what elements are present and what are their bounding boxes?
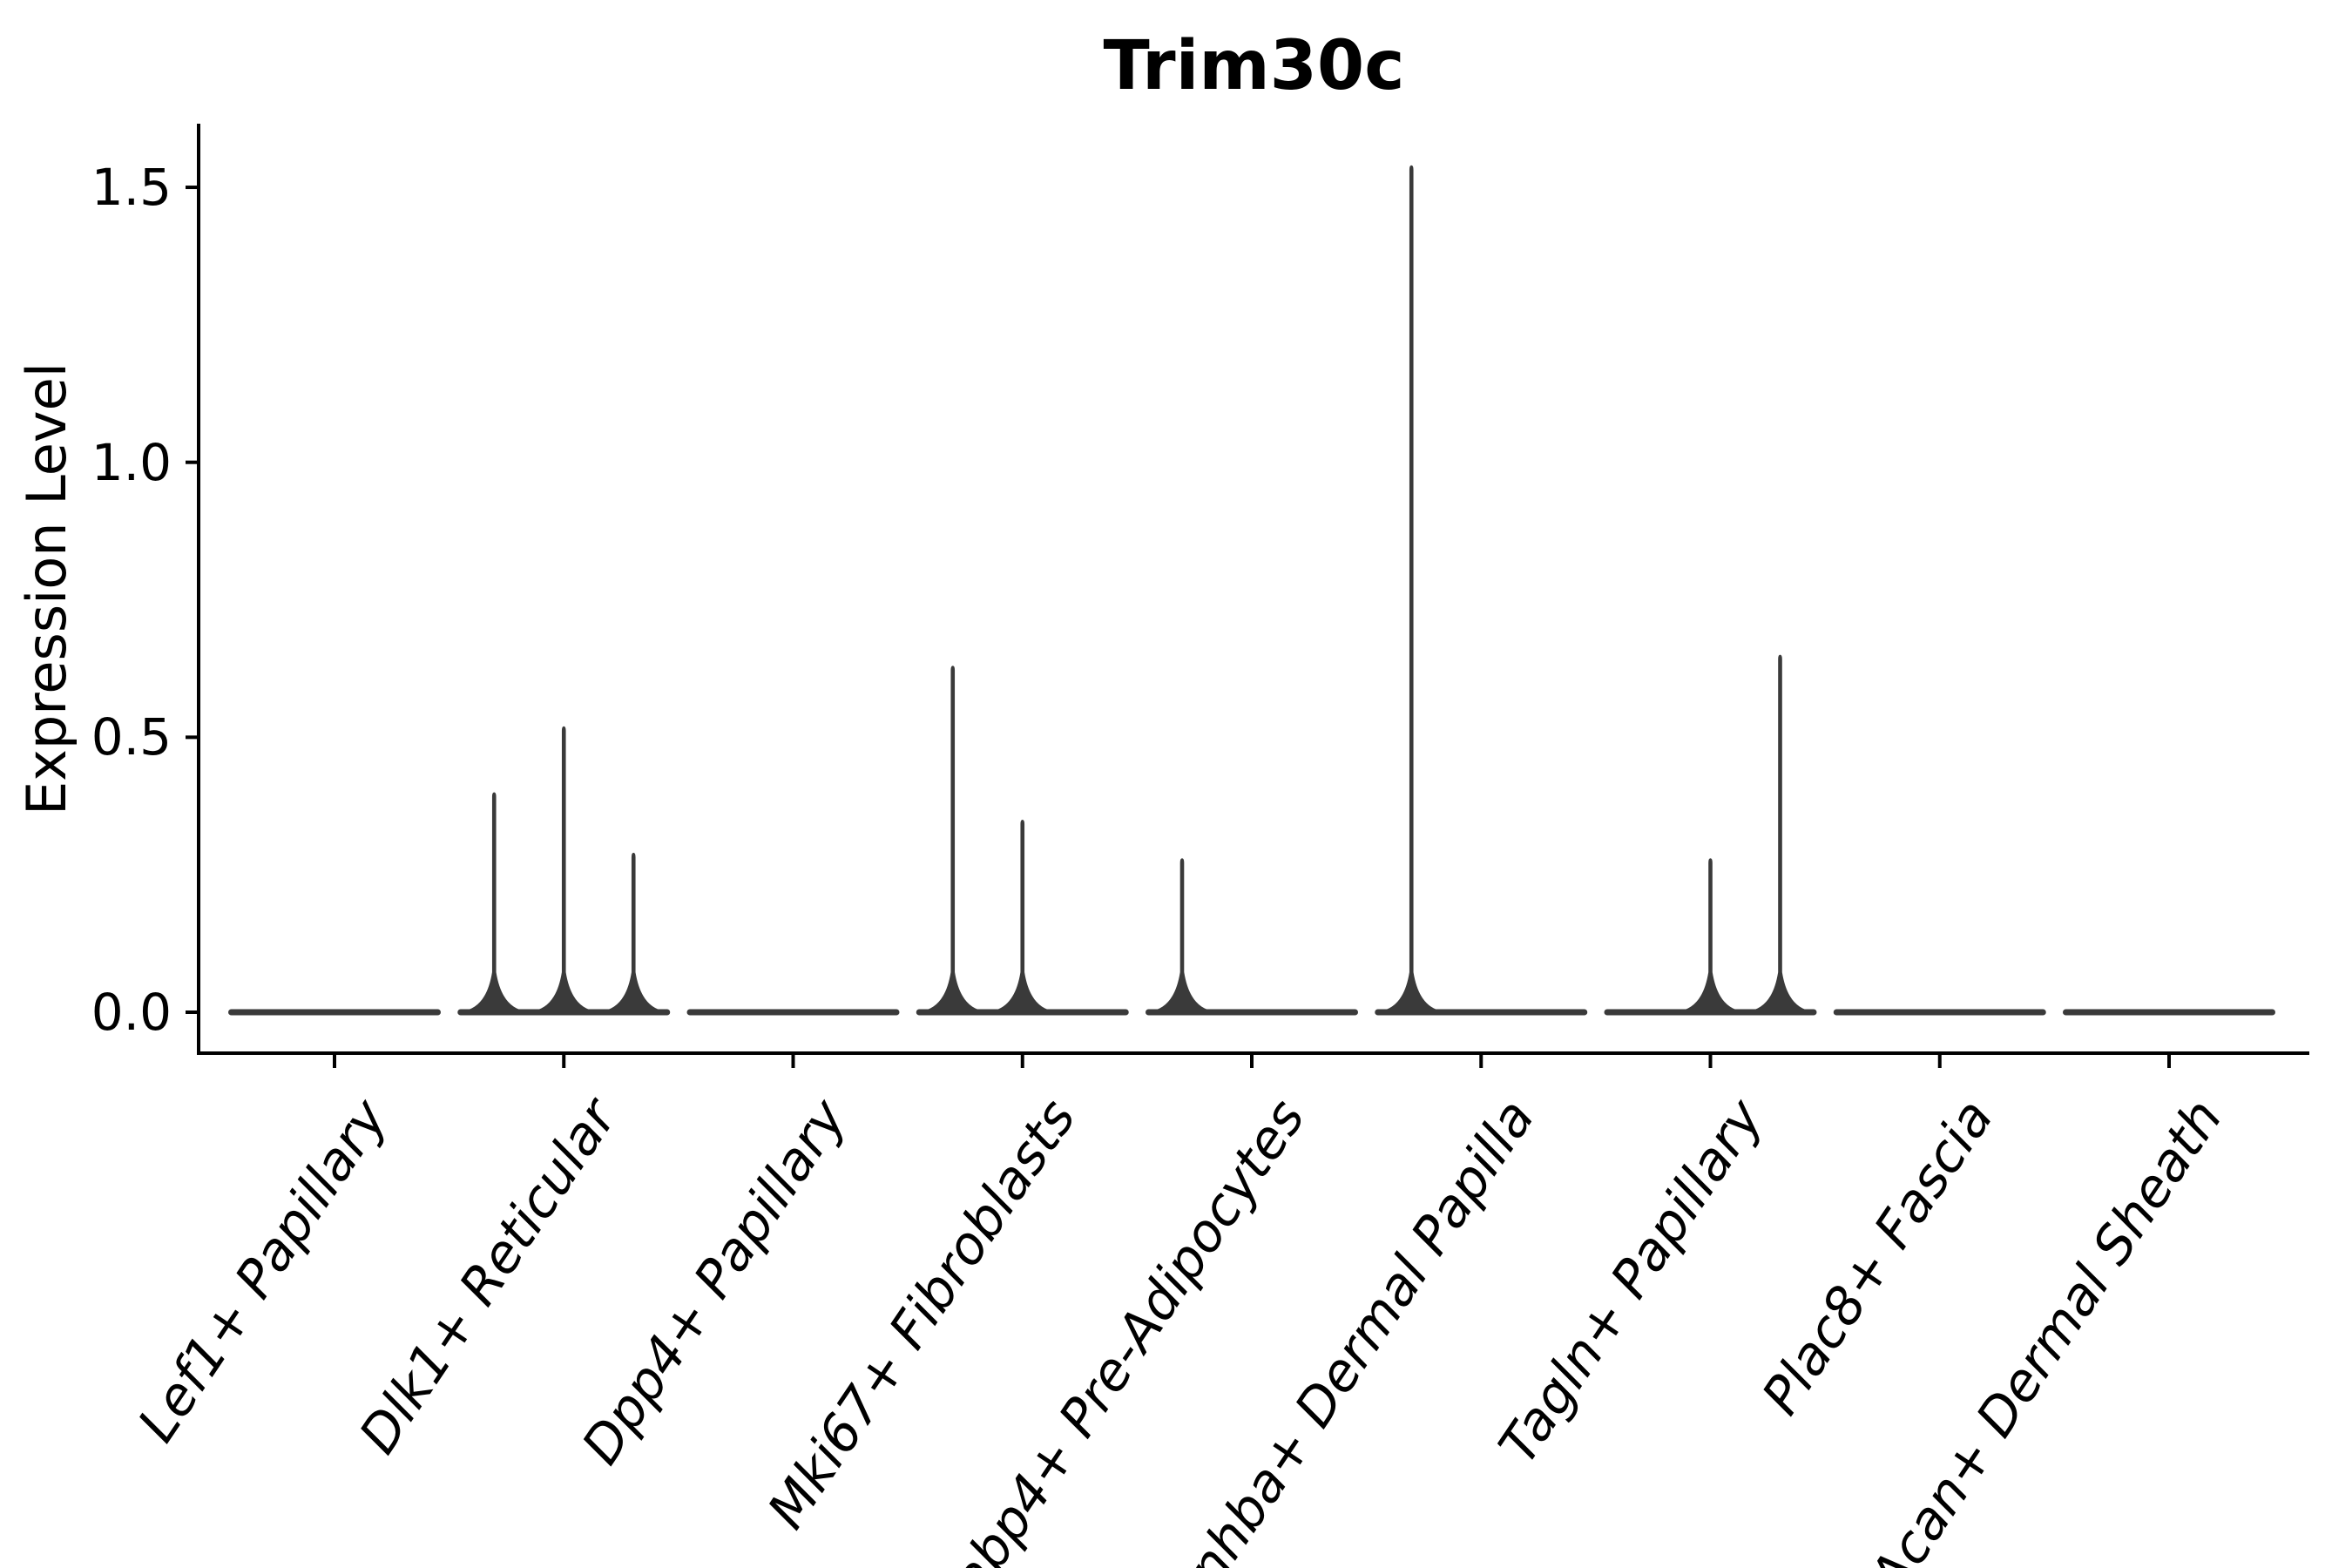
y-tick-label: 0.5 bbox=[91, 707, 172, 767]
violin-spike bbox=[531, 726, 598, 1015]
violin-spike bbox=[1378, 165, 1445, 1016]
y-axis-title: Expression Level bbox=[15, 362, 78, 815]
y-tick-label: 1.0 bbox=[91, 432, 172, 492]
violin-spike bbox=[1149, 858, 1215, 1015]
y-tick-label: 1.5 bbox=[91, 158, 172, 218]
violin-spike bbox=[1747, 654, 1814, 1015]
violin-spike bbox=[1677, 858, 1744, 1015]
violin-baseline bbox=[228, 1009, 441, 1016]
violin-baseline bbox=[1833, 1009, 2046, 1016]
violin-spike bbox=[461, 792, 528, 1015]
violin-spike bbox=[989, 820, 1056, 1015]
violin-baseline bbox=[686, 1009, 900, 1016]
violin-spike bbox=[919, 666, 986, 1015]
violin-spike bbox=[600, 852, 667, 1015]
violin-baseline bbox=[2063, 1009, 2275, 1016]
y-tick-label: 0.0 bbox=[91, 983, 172, 1042]
chart-title: Trim30c bbox=[1103, 27, 1405, 105]
